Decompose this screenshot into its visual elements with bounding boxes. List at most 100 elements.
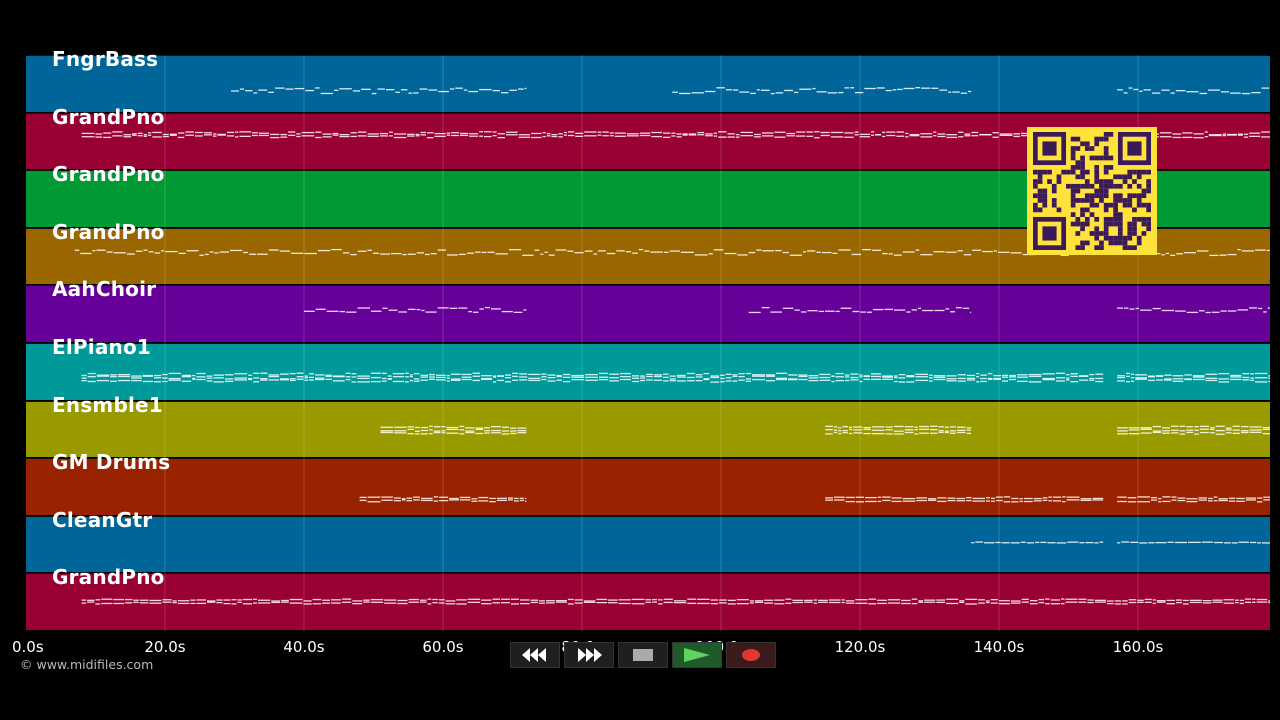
- qr-module: [1080, 174, 1085, 180]
- qr-module: [1070, 165, 1076, 170]
- track-label: ElPiano1: [52, 335, 152, 359]
- qr-module: [1122, 174, 1128, 180]
- qr-module: [1108, 132, 1114, 137]
- qr-module: [1075, 221, 1081, 227]
- qr-module: [1056, 207, 1062, 213]
- qr-module: [1141, 202, 1147, 208]
- qr-module: [1146, 207, 1151, 213]
- qr-module: [1080, 240, 1085, 246]
- qr-module: [1075, 188, 1081, 194]
- qr-module: [1089, 198, 1095, 203]
- qr-module: [1127, 226, 1133, 232]
- qr-module: [1113, 193, 1118, 199]
- qr-module: [1042, 202, 1048, 208]
- qr-module: [1070, 193, 1076, 199]
- qr-module: [1103, 207, 1109, 213]
- qr-module: [1132, 221, 1137, 227]
- qr-module: [1099, 198, 1104, 203]
- record-button[interactable]: [726, 642, 776, 668]
- qr-module: [1108, 179, 1114, 184]
- qr-module: [1089, 193, 1095, 199]
- play-icon: [684, 648, 710, 662]
- qr-module: [1075, 216, 1081, 222]
- qr-module: [1113, 235, 1118, 241]
- qr-module: [1075, 183, 1081, 189]
- qr-module: [1042, 193, 1048, 199]
- qr-module: [1103, 188, 1109, 194]
- qr-module: [1094, 169, 1100, 175]
- stop-icon: [633, 649, 653, 661]
- qr-module: [1132, 193, 1137, 199]
- qr-module: [1127, 198, 1133, 203]
- stop-button[interactable]: [618, 642, 668, 668]
- qr-module: [1136, 235, 1142, 241]
- qr-module: [1108, 202, 1114, 208]
- qr-module: [1122, 235, 1128, 241]
- play-button[interactable]: [672, 642, 722, 668]
- track-lanes: FngrBass GrandPno GrandPno GrandPno AahChoir…: [26, 47, 1270, 631]
- qr-module: [1094, 188, 1100, 194]
- qr-module: [1127, 245, 1133, 250]
- qr-module: [1051, 198, 1057, 203]
- transport-controls: [510, 642, 776, 668]
- qr-module: [1080, 141, 1085, 147]
- qr-module: [1136, 216, 1142, 222]
- qr-module: [1094, 202, 1100, 208]
- track-label: FngrBass: [52, 47, 159, 71]
- qr-module: [1136, 193, 1142, 199]
- qr-module: [1080, 212, 1085, 217]
- qr-module: [1108, 155, 1114, 161]
- qr-module: [1075, 165, 1081, 170]
- qr-module: [1075, 198, 1081, 203]
- qr-module: [1051, 183, 1057, 189]
- qr-module: [1099, 245, 1104, 250]
- qr-module: [1103, 150, 1109, 156]
- qr-module: [1080, 165, 1085, 170]
- qr-module: [1094, 174, 1100, 180]
- qr-module: [1080, 245, 1085, 250]
- time-tick-label: 40.0s: [283, 638, 325, 656]
- qr-module: [1056, 179, 1062, 184]
- qr-module: [1113, 207, 1118, 213]
- track-lane: AahChoir: [26, 277, 1270, 342]
- qr-module: [1103, 155, 1109, 161]
- qr-module: [1042, 198, 1048, 203]
- qr-module: [1136, 169, 1142, 175]
- qr-module: [1084, 169, 1090, 175]
- qr-module: [1113, 216, 1118, 222]
- qr-module: [1127, 169, 1133, 175]
- qr-code-pattern: [1033, 132, 1151, 250]
- qr-module: [1146, 188, 1151, 194]
- qr-module: [1127, 193, 1133, 199]
- copyright-text: © www.midifiles.com: [20, 657, 154, 672]
- qr-module: [1103, 179, 1109, 184]
- qr-module: [1094, 216, 1100, 222]
- qr-module: [1075, 231, 1081, 236]
- qr-module: [1122, 179, 1128, 184]
- qr-module: [1136, 198, 1142, 203]
- qr-module: [1084, 240, 1090, 246]
- qr-module: [1117, 235, 1123, 241]
- qr-module: [1103, 132, 1109, 137]
- track-lane: ElPiano1: [26, 335, 1270, 400]
- qr-module: [1070, 155, 1076, 161]
- qr-module: [1080, 221, 1085, 227]
- qr-module: [1146, 216, 1151, 222]
- qr-code[interactable]: [1027, 127, 1157, 255]
- qr-module: [1033, 183, 1038, 189]
- track-label: AahChoir: [52, 277, 157, 302]
- qr-module: [1070, 169, 1076, 175]
- qr-module: [1084, 207, 1090, 213]
- qr-module: [1146, 202, 1151, 208]
- qr-module: [1080, 207, 1085, 213]
- qr-module: [1070, 136, 1076, 142]
- qr-module: [1103, 221, 1109, 227]
- qr-module: [1103, 136, 1109, 142]
- qr-module: [1037, 179, 1043, 184]
- fast-forward-button[interactable]: [564, 642, 614, 668]
- qr-module: [1084, 198, 1090, 203]
- qr-module: [1103, 169, 1109, 175]
- qr-module: [1103, 235, 1109, 241]
- rewind-button[interactable]: [510, 642, 560, 668]
- qr-module: [1075, 146, 1081, 151]
